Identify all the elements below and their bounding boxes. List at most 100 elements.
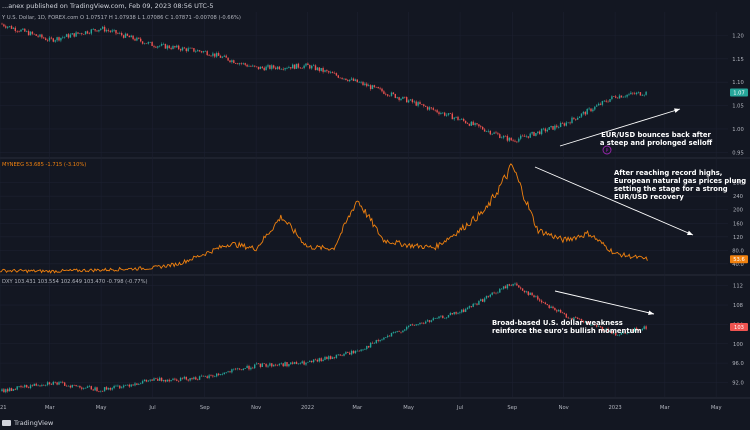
candle-body xyxy=(297,63,300,68)
candle-body xyxy=(307,362,309,363)
candle-body xyxy=(65,385,68,387)
candle-body xyxy=(254,364,256,369)
candle-body xyxy=(16,31,18,32)
candle-body xyxy=(134,383,136,386)
candle-body xyxy=(143,43,146,45)
candle-body xyxy=(299,363,301,364)
candle-body xyxy=(14,389,16,390)
candle-body xyxy=(341,77,343,79)
candle-body xyxy=(493,132,495,134)
candle-body xyxy=(75,32,77,37)
candle-body xyxy=(62,382,64,383)
candle-body xyxy=(73,384,75,386)
trend-down-arrow-head xyxy=(687,230,693,235)
candle-body xyxy=(491,133,493,135)
candle-body xyxy=(563,313,566,314)
candle-body xyxy=(231,369,233,373)
y-tick-label: 112 xyxy=(733,284,743,290)
candle-body xyxy=(273,65,275,68)
candle-body xyxy=(396,97,398,98)
candle-body xyxy=(347,80,349,82)
candle-body xyxy=(259,66,262,70)
candle-body xyxy=(406,97,408,103)
candle-body xyxy=(246,365,248,369)
candle-body xyxy=(407,100,410,103)
candle-body xyxy=(193,48,195,52)
candle-body xyxy=(191,47,193,49)
candle-body xyxy=(611,96,613,100)
candle-body xyxy=(183,47,186,49)
candle-body xyxy=(107,388,110,390)
candle-body xyxy=(45,384,47,386)
candle-body xyxy=(474,123,476,125)
x-tick-label: 2022 xyxy=(301,405,314,411)
candle-body xyxy=(88,33,91,35)
candle-body xyxy=(88,386,91,387)
event-marker-label: P xyxy=(606,148,609,154)
candle-body xyxy=(537,131,539,134)
candle-body xyxy=(639,329,642,331)
candle-body xyxy=(330,356,332,359)
candle-body xyxy=(425,105,427,107)
candle-body xyxy=(468,123,471,126)
candle-body xyxy=(257,66,260,70)
y-tick-label: 96.0 xyxy=(732,361,744,367)
candle-body xyxy=(352,78,355,81)
last-value-badge xyxy=(730,88,748,97)
candle-body xyxy=(242,63,244,64)
candle-body xyxy=(217,373,220,375)
candle-body xyxy=(615,332,617,336)
candle-body xyxy=(288,67,290,69)
candle-body xyxy=(430,320,433,322)
candle-body xyxy=(276,66,279,69)
candle-body xyxy=(362,349,364,351)
candle-body xyxy=(502,135,505,138)
candle-body xyxy=(31,31,34,34)
candle-body xyxy=(356,79,358,83)
candle-body xyxy=(398,97,400,100)
candle-body xyxy=(489,294,491,297)
candle-body xyxy=(626,94,628,97)
candle-body xyxy=(451,313,453,315)
candle-body xyxy=(71,33,73,35)
candle-body xyxy=(571,117,573,124)
candle-body xyxy=(1,389,3,392)
candle-body xyxy=(286,68,288,69)
candle-body xyxy=(529,292,531,295)
candle-body xyxy=(561,123,564,124)
candle-body xyxy=(634,327,636,332)
candle-body xyxy=(92,29,94,30)
candle-body xyxy=(628,332,630,334)
y-tick-label: 1.15 xyxy=(732,57,744,63)
candle-body xyxy=(622,331,624,333)
candle-body xyxy=(119,33,121,34)
candle-body xyxy=(157,378,159,381)
candle-body xyxy=(102,390,104,392)
candle-body xyxy=(366,83,368,87)
candle-body xyxy=(464,309,467,312)
x-tick-label: Mar xyxy=(352,405,363,411)
candle-body xyxy=(299,67,301,69)
candle-body xyxy=(388,335,391,337)
candle-body xyxy=(295,63,298,69)
chart-canvas[interactable]: 1.20 1.15 1.10 1.05 1.00 0.95 Y U.S. Dollar, 1… xyxy=(0,12,750,417)
candle-body xyxy=(626,333,628,334)
candle-body xyxy=(542,128,545,130)
candle-body xyxy=(113,30,115,31)
candle-body xyxy=(404,329,406,331)
candle-body xyxy=(635,327,638,330)
candle-body xyxy=(311,360,313,363)
candle-body xyxy=(544,302,547,305)
candle-body xyxy=(624,331,626,334)
candle-body xyxy=(204,51,206,52)
candle-body xyxy=(451,113,453,120)
candle-body xyxy=(227,371,229,373)
candle-body xyxy=(86,31,89,34)
candle-body xyxy=(292,64,294,69)
candle-body xyxy=(48,382,51,385)
candle-body xyxy=(197,50,199,52)
candle-body xyxy=(630,329,632,333)
candle-body xyxy=(326,70,328,72)
candle-body xyxy=(271,363,273,367)
